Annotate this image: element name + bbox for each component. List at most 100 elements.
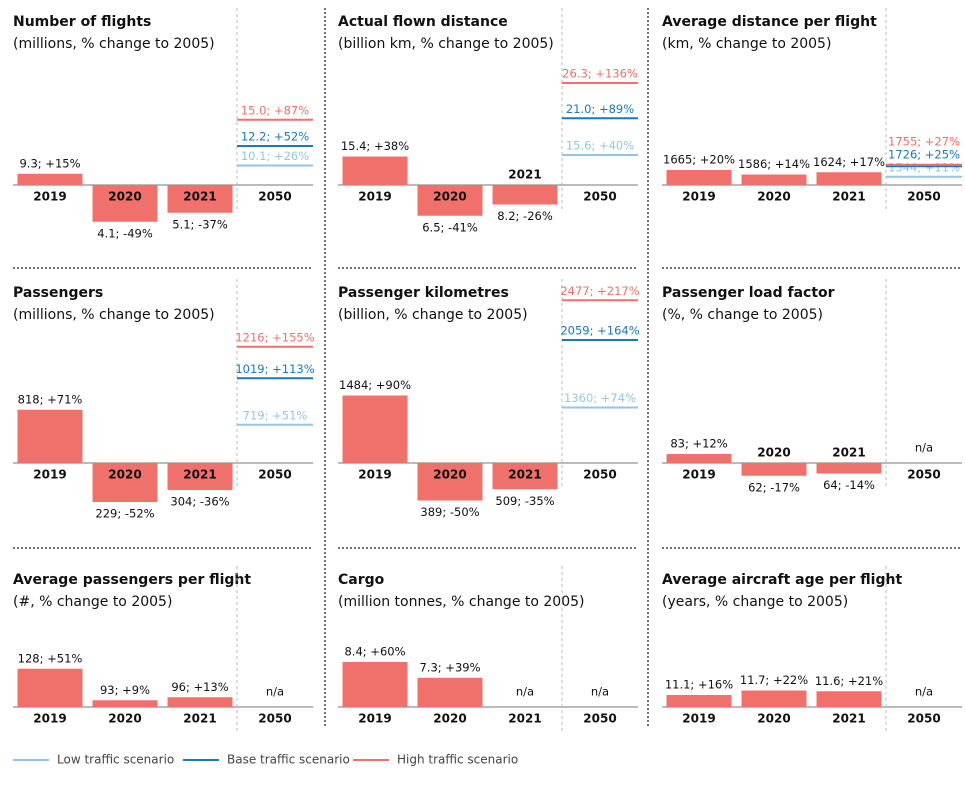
category-label: 2019 <box>33 468 66 482</box>
bar <box>417 185 483 216</box>
category-label: 2021 <box>508 468 541 482</box>
bar <box>816 691 882 707</box>
category-label: 2050 <box>583 468 616 482</box>
bar <box>92 185 158 222</box>
scenario-label: 1755; +27% <box>888 134 960 148</box>
chart-title: Passengers <box>13 285 103 301</box>
category-label: 2020 <box>433 190 466 204</box>
category-label: 2050 <box>907 190 940 204</box>
value-label: 1665; +20% <box>663 153 735 167</box>
scenario-label: 12.2; +52% <box>241 130 309 144</box>
value-label: 15.4; +38% <box>341 139 409 153</box>
category-label: 2050 <box>258 712 291 726</box>
scenario-label: 10.1; +26% <box>241 149 309 163</box>
value-label: 1586; +14% <box>738 157 810 171</box>
chart-subtitle: (km, % change to 2005) <box>662 36 831 52</box>
bar <box>816 463 882 474</box>
bar <box>342 156 408 185</box>
chart-subtitle: (millions, % change to 2005) <box>13 36 215 52</box>
category-label: 2021 <box>508 168 541 182</box>
chart-subtitle: (billion, % change to 2005) <box>338 307 528 323</box>
chart-title: Average passengers per flight <box>13 572 251 588</box>
bar <box>492 185 558 205</box>
bar <box>666 695 732 707</box>
category-label: 2020 <box>433 712 466 726</box>
value-label: 8.4; +60% <box>344 645 405 659</box>
value-label: 229; -52% <box>95 507 154 521</box>
legend-label: Low traffic scenario <box>57 753 174 767</box>
chart-title: Actual flown distance <box>338 14 508 30</box>
value-label: 128; +51% <box>18 651 83 665</box>
bar <box>342 662 408 707</box>
bar <box>492 463 558 490</box>
value-label: 1624; +17% <box>813 155 885 169</box>
bar <box>666 454 732 463</box>
category-label: 2020 <box>757 446 790 460</box>
value-label: 11.7; +22% <box>740 673 808 687</box>
category-label: 2021 <box>508 712 541 726</box>
value-label: 1484; +90% <box>339 378 411 392</box>
chart-subtitle: (years, % change to 2005) <box>662 594 848 610</box>
legend-label: Base traffic scenario <box>227 753 350 767</box>
chart-title: Passenger load factor <box>662 285 835 301</box>
value-label: 509; -35% <box>495 494 554 508</box>
bar <box>741 174 807 185</box>
value-label: 93; +9% <box>100 683 150 697</box>
bar <box>17 173 83 185</box>
separators <box>13 8 960 728</box>
scenario-label: 719; +51% <box>243 408 308 422</box>
value-label: 304; -36% <box>170 495 229 509</box>
value-label: n/a <box>516 685 534 699</box>
value-label: 83; +12% <box>670 437 727 451</box>
scenario-label: 2059; +164% <box>560 324 639 338</box>
value-label: n/a <box>266 685 284 699</box>
category-label: 2020 <box>757 712 790 726</box>
value-label: 7.3; +39% <box>419 660 480 674</box>
scenario-label: 21.0; +89% <box>566 102 634 116</box>
category-label: 2020 <box>108 190 141 204</box>
scenario-label: 15.6; +40% <box>566 139 634 153</box>
category-label: 2020 <box>108 712 141 726</box>
bar <box>92 700 158 707</box>
scenario-label: 1216; +155% <box>235 330 314 344</box>
category-label: 2021 <box>832 446 865 460</box>
category-label: 2021 <box>832 190 865 204</box>
chart-title: Cargo <box>338 572 385 588</box>
value-label: 389; -50% <box>420 505 479 519</box>
value-label: 8.2; -26% <box>497 209 553 223</box>
category-label: 2021 <box>183 712 216 726</box>
category-label: 2021 <box>832 712 865 726</box>
chart-title: Average aircraft age per flight <box>662 572 902 588</box>
legend-label: High traffic scenario <box>397 753 518 767</box>
value-label: 96; +13% <box>171 680 228 694</box>
value-label: n/a <box>915 685 933 699</box>
category-label: 2021 <box>183 468 216 482</box>
category-label: 2021 <box>183 190 216 204</box>
scenario-label: 1019; +113% <box>235 362 314 376</box>
value-label: 818; +71% <box>18 392 83 406</box>
category-label: 2050 <box>907 712 940 726</box>
category-label: 2020 <box>757 190 790 204</box>
value-label: n/a <box>591 685 609 699</box>
chart-subtitle: (%, % change to 2005) <box>662 307 823 323</box>
category-label: 2019 <box>358 190 391 204</box>
bar <box>17 409 83 463</box>
bar <box>17 668 83 707</box>
category-label: 2020 <box>433 468 466 482</box>
bar <box>666 170 732 185</box>
category-label: 2019 <box>33 712 66 726</box>
category-label: 2019 <box>682 712 715 726</box>
category-label: 2050 <box>258 468 291 482</box>
chart-subtitle: (billion km, % change to 2005) <box>338 36 554 52</box>
scenario-label: 26.3; +136% <box>562 67 638 81</box>
bar <box>741 463 807 476</box>
category-label: 2019 <box>682 468 715 482</box>
value-label: 6.5; -41% <box>422 220 478 234</box>
bar <box>342 395 408 463</box>
chart-title: Average distance per flight <box>662 14 877 30</box>
scenario-label: 1726; +25% <box>888 147 960 161</box>
bar <box>92 463 158 502</box>
category-label: 2050 <box>583 190 616 204</box>
bar <box>167 463 233 490</box>
